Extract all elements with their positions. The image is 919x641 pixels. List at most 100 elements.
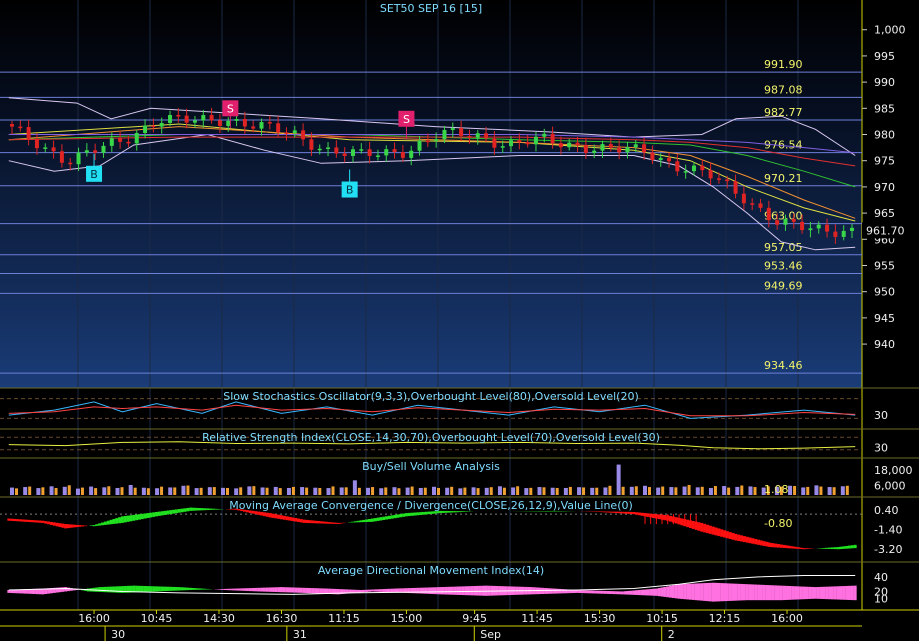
- candle: [276, 116, 281, 138]
- volume-bar-up: [115, 487, 120, 495]
- candle-body: [392, 149, 397, 153]
- candle: [425, 133, 430, 147]
- candle-body: [109, 138, 114, 146]
- candle-body: [766, 207, 771, 221]
- volume-bar-up: [708, 487, 713, 495]
- candle: [750, 198, 755, 211]
- volume-bar-up: [405, 487, 410, 495]
- candle: [59, 144, 64, 168]
- time-axis-label: 16:30: [266, 612, 298, 625]
- candle-body: [733, 181, 738, 194]
- candle: [251, 120, 256, 133]
- candle-body: [143, 125, 148, 134]
- moving-average-ma_fast: [8, 123, 856, 222]
- volume-bar-up: [418, 487, 423, 495]
- candle-body: [201, 115, 206, 121]
- candle: [434, 132, 439, 148]
- volume-bar-down: [146, 488, 150, 495]
- candle-body: [550, 133, 555, 144]
- candle-body: [276, 123, 281, 133]
- candle-body: [59, 151, 64, 163]
- volume-bar-up: [379, 488, 384, 495]
- panel-axis-tick-label: 20: [874, 585, 888, 598]
- candle-body: [725, 179, 730, 182]
- volume-bar-down: [265, 487, 269, 495]
- adx-line: [8, 575, 856, 595]
- volume-bar-up: [629, 486, 634, 495]
- volume-bar-up: [656, 487, 661, 495]
- volume-bar-up: [286, 487, 291, 495]
- candle-body: [417, 140, 422, 151]
- volume-bar-down: [173, 487, 177, 495]
- candle-body: [667, 157, 672, 162]
- volume-bar-up: [840, 486, 845, 495]
- candle: [384, 145, 389, 162]
- candle-body: [51, 147, 56, 152]
- volume-bar-down: [529, 487, 533, 495]
- candle: [392, 142, 397, 159]
- volume-bar-up: [352, 480, 357, 495]
- candle: [775, 213, 780, 230]
- volume-bar-down: [502, 487, 506, 495]
- candle-body: [850, 227, 854, 231]
- candle-body: [492, 138, 497, 148]
- volume-bar-up: [458, 488, 463, 495]
- volume-bar-up: [445, 487, 450, 495]
- candle-body: [791, 218, 796, 222]
- candle: [667, 152, 672, 168]
- candle-body: [259, 122, 264, 129]
- volume-bar-down: [186, 485, 190, 495]
- candle: [691, 161, 696, 176]
- candle: [309, 132, 314, 157]
- time-axis-label: 11:15: [328, 612, 360, 625]
- volume-bar-down: [806, 486, 810, 495]
- volume-bar-down: [212, 487, 216, 495]
- candle-body: [84, 150, 89, 153]
- candle: [841, 225, 846, 241]
- time-axis-label: 12:15: [709, 612, 741, 625]
- time-axis-label: 15:00: [391, 612, 423, 625]
- volume-bar-up: [102, 487, 107, 495]
- level-label: 934.46: [764, 359, 803, 372]
- candle: [583, 137, 588, 159]
- volume-bar-up: [497, 486, 502, 495]
- volume-bar-up: [339, 487, 344, 495]
- candle-body: [841, 230, 846, 237]
- candle-body: [658, 157, 663, 161]
- moving-average-ma_mid: [8, 126, 856, 219]
- candle: [359, 143, 364, 154]
- panel-title: Buy/Sell Volume Analysis: [362, 460, 500, 473]
- volume-bar-down: [423, 487, 427, 495]
- candle-body: [617, 147, 622, 153]
- candle: [675, 154, 680, 177]
- candle-body: [242, 119, 247, 127]
- level-label: 982.77: [764, 106, 803, 119]
- bollinger-lower-band: [8, 133, 856, 251]
- time-axis-label: 15:30: [584, 612, 616, 625]
- oscillator-line: [8, 441, 856, 450]
- signal-letter: S: [227, 102, 234, 115]
- candle: [259, 118, 264, 136]
- candle: [284, 127, 289, 141]
- time-axis-label: 16:00: [771, 612, 803, 625]
- candle: [625, 141, 630, 159]
- candle: [550, 126, 555, 149]
- candle: [375, 149, 380, 161]
- signal-box: [86, 165, 103, 182]
- candle-body: [517, 140, 522, 143]
- candle: [825, 218, 830, 238]
- candle: [209, 107, 214, 124]
- candle-body: [459, 128, 464, 137]
- candle-body: [151, 125, 156, 128]
- volume-bar-down: [608, 485, 612, 495]
- panel-axis-tick-label: 40: [874, 571, 888, 584]
- candle-body: [600, 144, 605, 151]
- volume-bar-down: [278, 488, 282, 495]
- volume-bar-up: [326, 488, 331, 495]
- candle-body: [118, 138, 123, 142]
- candle: [151, 118, 156, 133]
- candle-body: [450, 128, 455, 130]
- level-label: 957.05: [764, 241, 803, 254]
- candle: [242, 111, 247, 134]
